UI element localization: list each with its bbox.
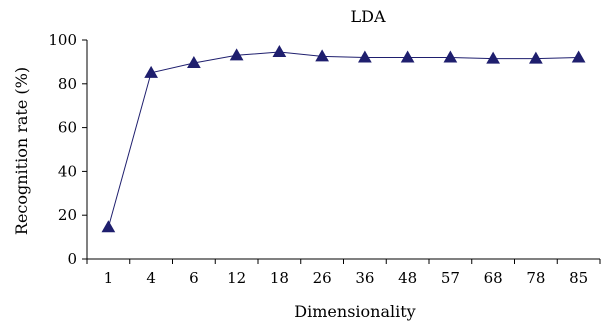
chart-title: LDA xyxy=(350,7,385,26)
x-tick-label: 68 xyxy=(484,269,503,287)
data-point-marker xyxy=(358,50,372,63)
x-tick-label: 12 xyxy=(227,269,246,287)
series-group xyxy=(101,45,586,233)
x-tick-label: 78 xyxy=(526,269,545,287)
data-point-marker xyxy=(571,50,586,63)
x-tick-label: 85 xyxy=(569,269,588,287)
x-tick-label: 4 xyxy=(146,269,156,287)
x-tick-label: 57 xyxy=(441,269,460,287)
data-point-marker xyxy=(529,51,543,64)
axes xyxy=(86,40,600,260)
y-tick-label: 0 xyxy=(67,250,77,268)
y-tick-label: 40 xyxy=(58,162,77,180)
x-tick-label: 1 xyxy=(104,269,114,287)
y-tick-label: 20 xyxy=(58,206,77,224)
data-point-marker xyxy=(443,50,458,63)
y-tick-label: 60 xyxy=(58,119,77,137)
y-tick-label: 100 xyxy=(48,31,77,49)
x-tick-label: 36 xyxy=(355,269,374,287)
x-tick-label: 18 xyxy=(270,269,289,287)
y-axis-title: Recognition rate (%) xyxy=(12,67,31,235)
x-tick-label: 26 xyxy=(313,269,332,287)
data-point-marker xyxy=(486,51,500,64)
series-line xyxy=(107,51,579,228)
data-point-marker xyxy=(315,49,329,62)
x-axis-title: Dimensionality xyxy=(294,302,415,321)
x-ticks: 1 4 6 12 18 26 36 48 57 68 78 85 xyxy=(86,259,601,287)
y-ticks: 0 20 40 60 80 100 xyxy=(48,31,87,268)
data-point-marker xyxy=(229,48,244,61)
data-point-marker xyxy=(400,50,415,63)
data-point-marker xyxy=(101,220,116,233)
x-tick-label: 6 xyxy=(189,269,199,287)
x-tick-label: 48 xyxy=(398,269,417,287)
data-point-marker xyxy=(272,45,287,58)
data-point-marker xyxy=(144,65,158,78)
y-tick-label: 80 xyxy=(58,75,77,93)
data-point-marker xyxy=(187,55,201,68)
